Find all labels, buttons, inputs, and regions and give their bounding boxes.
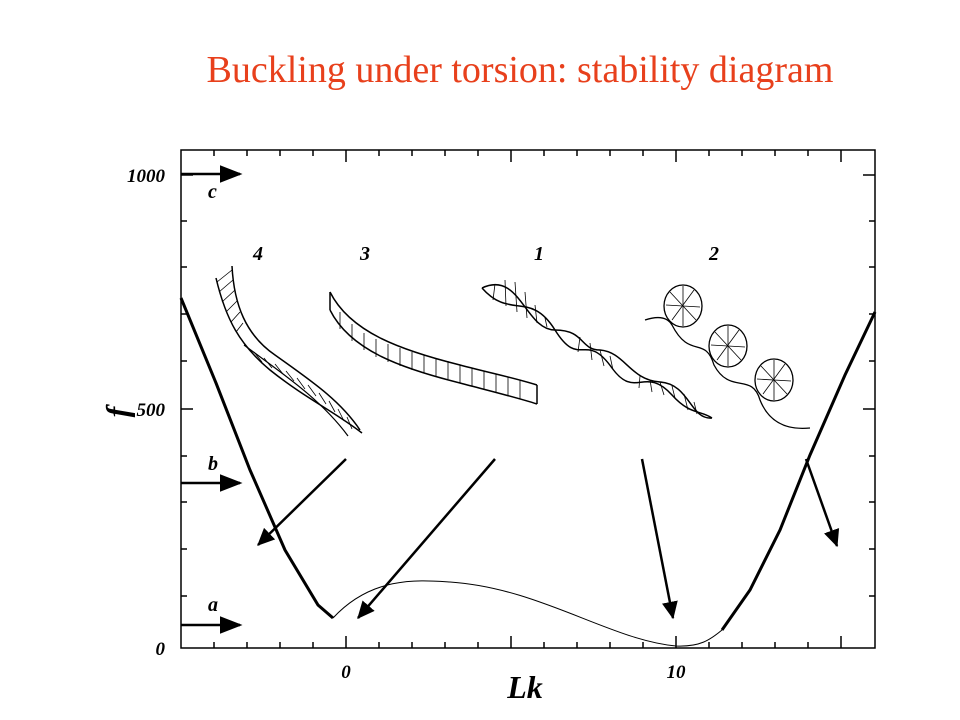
shape-number-1: 1 bbox=[534, 243, 544, 265]
x-axis-ticks-top bbox=[213, 150, 842, 162]
middle-stability-curve bbox=[332, 580, 723, 647]
force-label-b: b bbox=[208, 453, 218, 475]
right-stability-curve bbox=[720, 311, 877, 631]
shape-number-4: 4 bbox=[252, 243, 263, 265]
plot-frame bbox=[180, 149, 876, 649]
buckled-shape-4 bbox=[215, 265, 363, 437]
force-label-a: a bbox=[208, 594, 218, 616]
transition-arrow-4 bbox=[257, 458, 347, 546]
transition-arrow-2 bbox=[804, 458, 840, 548]
y-axis-ticks bbox=[181, 174, 193, 597]
y-axis-ticks-right bbox=[863, 174, 875, 597]
transition-arrow-1 bbox=[640, 458, 678, 620]
buckled-shape-2 bbox=[644, 284, 811, 430]
x-tick-label-10: 10 bbox=[667, 662, 687, 683]
shape-number-3: 3 bbox=[359, 243, 370, 265]
diagram-title: Buckling under torsion: stability diagra… bbox=[206, 49, 834, 91]
transition-arrow-3 bbox=[357, 458, 496, 619]
left-stability-curve bbox=[179, 297, 334, 620]
y-axis-title: f bbox=[99, 403, 135, 417]
y-tick-label-1000: 1000 bbox=[127, 166, 166, 187]
force-label-c: c bbox=[208, 181, 217, 203]
x-axis-title: Lk bbox=[506, 669, 543, 705]
y-tick-label-500: 500 bbox=[137, 400, 166, 421]
buckled-shape-1 bbox=[481, 279, 713, 419]
buckled-shape-3 bbox=[329, 291, 538, 405]
x-axis-ticks bbox=[213, 636, 842, 648]
y-tick-label-0: 0 bbox=[156, 639, 166, 660]
x-tick-label-0: 0 bbox=[341, 662, 351, 683]
shape-number-2: 2 bbox=[708, 243, 719, 265]
